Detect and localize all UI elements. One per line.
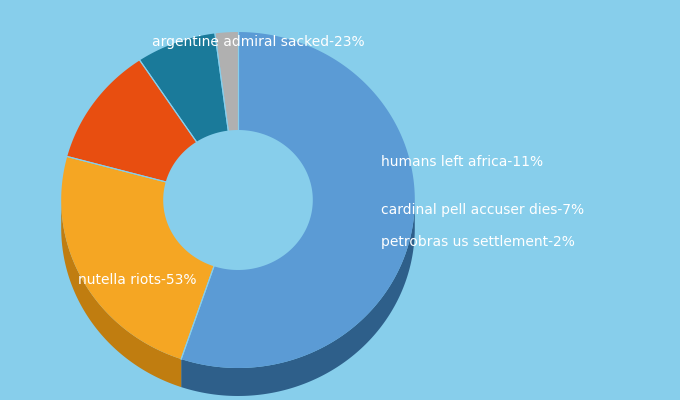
Polygon shape <box>163 200 313 298</box>
Polygon shape <box>140 34 228 142</box>
Polygon shape <box>67 60 197 182</box>
Text: humans left africa-11%: humans left africa-11% <box>381 155 543 169</box>
Polygon shape <box>181 202 415 396</box>
Polygon shape <box>61 156 214 359</box>
Polygon shape <box>61 200 181 387</box>
Polygon shape <box>215 32 238 130</box>
Polygon shape <box>181 32 415 368</box>
Text: nutella riots-53%: nutella riots-53% <box>78 273 197 287</box>
Text: petrobras us settlement-2%: petrobras us settlement-2% <box>381 235 575 249</box>
Text: cardinal pell accuser dies-7%: cardinal pell accuser dies-7% <box>381 203 584 217</box>
Text: argentine admiral sacked-23%: argentine admiral sacked-23% <box>152 35 364 49</box>
